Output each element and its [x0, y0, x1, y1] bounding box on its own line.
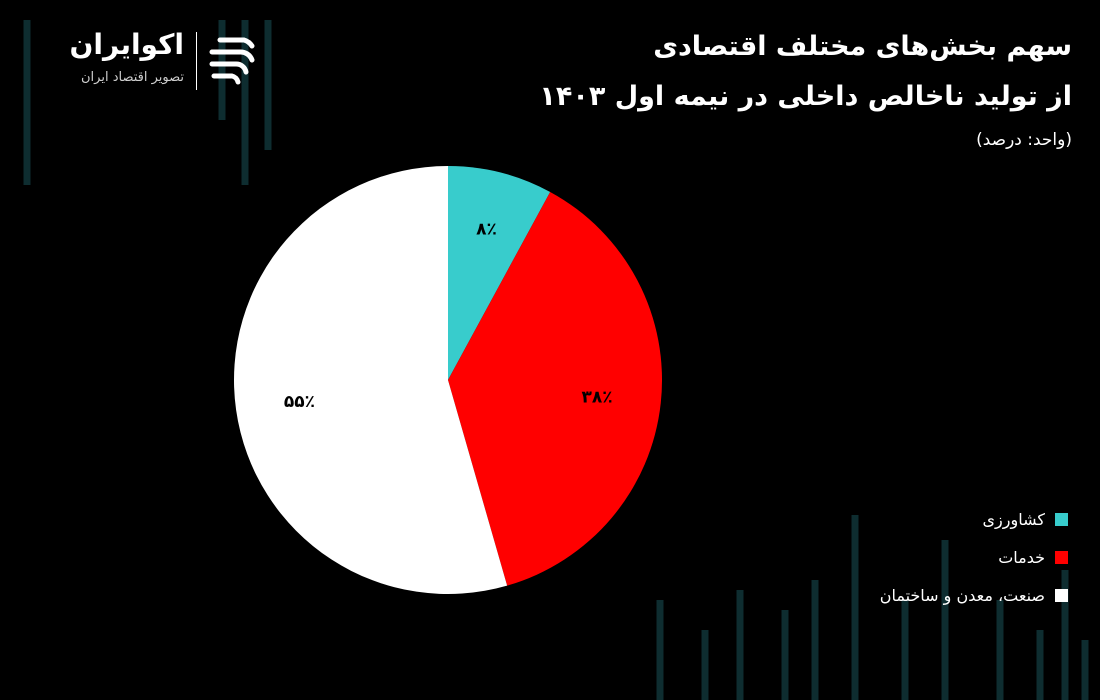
brand-name: اکوایران: [69, 28, 184, 61]
chart-unit-label: (واحد: درصد): [976, 130, 1072, 150]
legend-item-services: خدمات: [768, 538, 1068, 576]
pie-slice-industry: [233, 166, 508, 594]
pie-label-agriculture: ۸٪: [476, 220, 497, 240]
legend-swatch-agriculture: [1055, 512, 1068, 526]
chart-title-line-2: از تولید ناخالص داخلی در نیمه اول ۱۴۰۳: [539, 81, 1072, 112]
legend-label-agriculture: کشاورزی: [982, 509, 1045, 529]
legend-item-industry: صنعت، معدن و ساختمان: [768, 576, 1068, 614]
legend-item-agriculture: کشاورزی: [768, 500, 1068, 538]
brand-tagline: تصویر اقتصاد ایران: [81, 70, 184, 85]
pie-slice-agriculture: [448, 166, 551, 380]
legend-swatch-services: [1055, 550, 1068, 564]
pie-label-services: ۳۸٪: [582, 387, 613, 407]
legend-label-services: خدمات: [998, 547, 1045, 567]
chart-legend: کشاورزی خدمات صنعت، معدن و ساختمان: [768, 500, 1068, 614]
pie-label-industry: ۵۵٪: [284, 392, 315, 412]
chart-title-line-1: سهم بخش‌های مختلف اقتصادی: [653, 31, 1072, 62]
brand-logo-block: اکوایران تصویر اقتصاد ایران: [30, 26, 260, 96]
legend-swatch-industry: [1055, 588, 1068, 602]
ecoiran-logo-icon: [209, 37, 255, 85]
brand-divider: [196, 32, 197, 90]
chart-title-block: سهم بخش‌های مختلف اقتصادی از تولید ناخال…: [539, 22, 1072, 150]
legend-label-industry: صنعت، معدن و ساختمان: [879, 585, 1045, 605]
pie-slice-services: [448, 191, 662, 586]
